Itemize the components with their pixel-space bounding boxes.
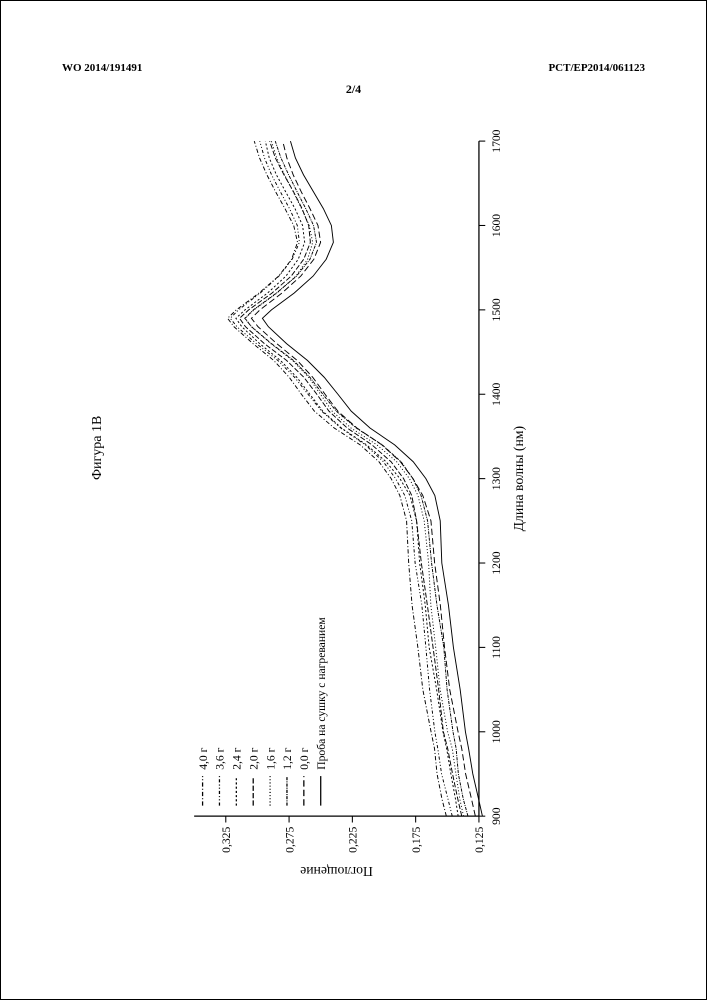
spectrum-series — [240, 141, 462, 816]
x-tick-label: 1700 — [490, 129, 503, 152]
legend-label: 1,2 г — [281, 747, 294, 769]
y-tick-label: 0,275 — [283, 827, 296, 853]
x-tick-label: 1300 — [490, 467, 503, 490]
legend-label: 2,4 г — [231, 747, 244, 769]
x-axis-label: Длина волны (нм) — [511, 426, 527, 531]
spectrum-series — [245, 141, 468, 816]
legend-label: Проба на сушку с нагреванием — [315, 617, 328, 770]
page-number: 2/4 — [0, 82, 707, 97]
legend-label: 1,6 г — [264, 747, 277, 769]
spectrum-chart: 900 1000 1100 1200 1300 1400 1500 1600 1700 0,125… — [130, 120, 580, 890]
figure-caption: Фигура 1В — [90, 416, 106, 480]
doc-id-left: WO 2014/191491 — [62, 62, 142, 74]
legend-label: 0,0 г — [298, 747, 311, 769]
doc-id-right: PCT/EP2014/061123 — [548, 62, 645, 74]
legend-label: 2,0 г — [247, 747, 260, 769]
y-tick-label: 0,175 — [410, 827, 423, 853]
spectrum-series — [262, 141, 482, 816]
x-tick-label: 1200 — [490, 551, 503, 574]
y-tick-label: 0,325 — [220, 827, 233, 853]
x-tick-label: 1000 — [490, 720, 503, 743]
y-tick-label: 0,225 — [347, 827, 360, 853]
spectrum-series — [236, 141, 458, 816]
x-tick-label: 1600 — [490, 214, 503, 237]
x-tick-label: 900 — [490, 807, 503, 825]
x-tick-label: 1400 — [490, 382, 503, 405]
y-axis-label: Поглощение — [300, 864, 373, 879]
spectrum-series — [245, 141, 463, 816]
spectrum-series — [251, 141, 475, 816]
x-tick-label: 1100 — [490, 636, 503, 659]
x-tick-label: 1500 — [490, 298, 503, 321]
legend-label: 3,6 г — [214, 747, 227, 769]
spectrum-series — [230, 141, 452, 816]
y-tick-label: 0,125 — [473, 827, 486, 853]
legend-label: 4,0 г — [197, 747, 210, 769]
chart-svg: 900 1000 1100 1200 1300 1400 1500 1600 1700 0,125… — [130, 120, 580, 890]
